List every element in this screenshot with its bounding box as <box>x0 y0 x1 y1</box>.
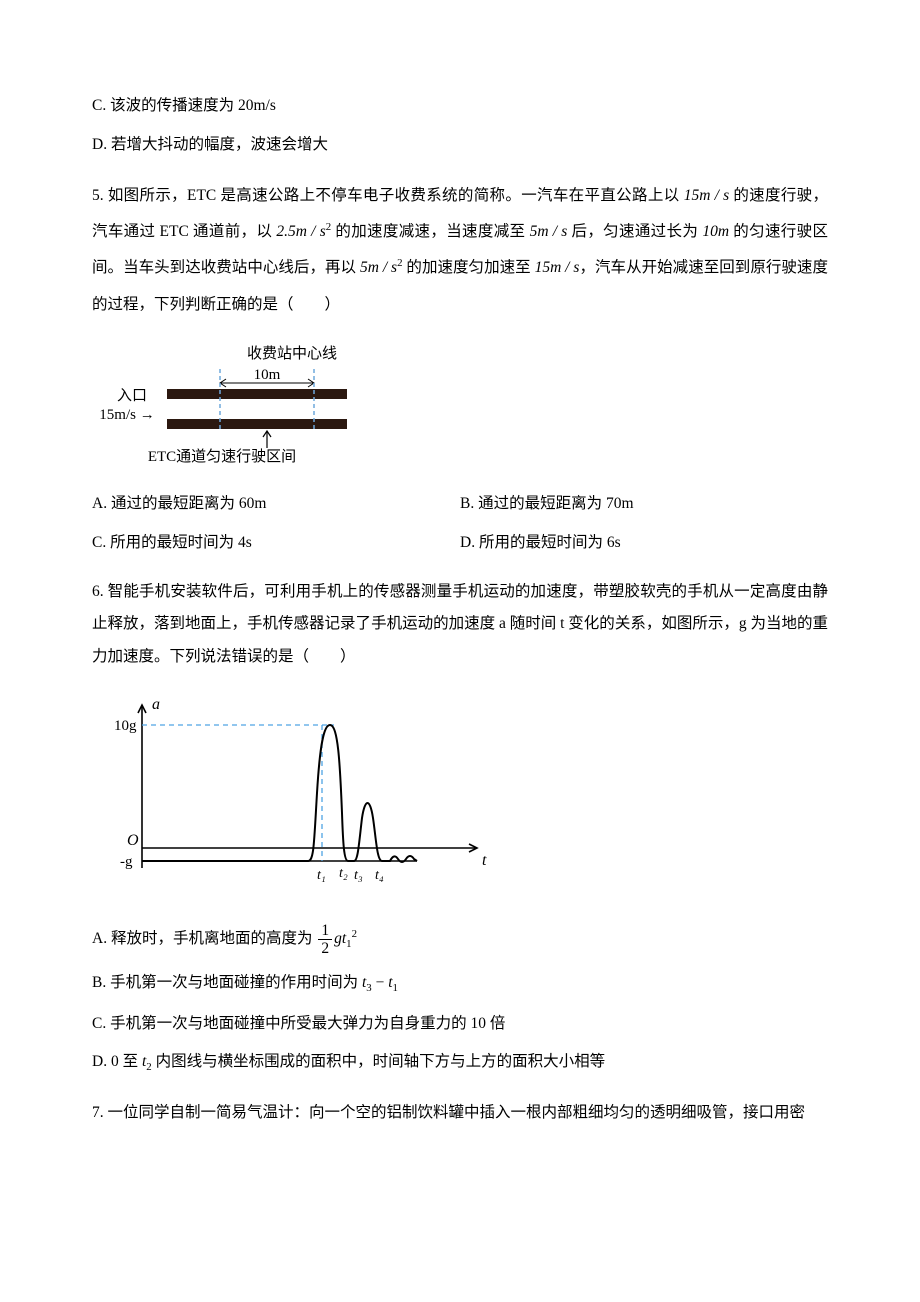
q6b-minus: − <box>372 974 389 991</box>
q6d-suffix: 内图线与横坐标围成的面积中，时间轴下方与上方的面积大小相等 <box>152 1053 605 1070</box>
q6d-prefix: D. 0 至 <box>92 1053 142 1070</box>
q5-options-row2: C. 所用的最短时间为 4s D. 所用的最短时间为 6s <box>92 531 828 556</box>
entry-label: 入口 <box>117 388 147 404</box>
q4-option-c: C. 该波的传播速度为 20m/s <box>92 94 828 119</box>
q6a-den: 2 <box>318 940 332 957</box>
y-axis-label: a <box>152 696 160 713</box>
q6b-prefix: B. 手机第一次与地面碰撞的作用时间为 <box>92 974 362 991</box>
y-tick-10g: 10g <box>114 718 137 734</box>
q5-option-b: B. 通过的最短距离为 70m <box>460 492 828 517</box>
q6b-t1sub: 1 <box>393 982 398 994</box>
q5-options-row1: A. 通过的最短距离为 60m B. 通过的最短距离为 70m <box>92 492 828 517</box>
q5-figure: 收费站中心线 10m 入口 15m/s → ETC通道匀速行驶区间 <box>92 343 372 472</box>
distance-label: 10m <box>254 367 281 383</box>
q5-option-d: D. 所用的最短时间为 6s <box>460 531 828 556</box>
q5-part6: 后，匀速通过长为 <box>567 223 702 240</box>
q6a-exp: 2 <box>352 928 357 940</box>
q6a-frac: 12 <box>318 922 332 957</box>
x-axis-label: t <box>482 852 487 869</box>
q5-part10: 的加速度匀加速至 <box>403 259 535 276</box>
q6-option-c: C. 手机第一次与地面碰撞中所受最大弹力为自身重力的 10 倍 <box>92 1012 828 1037</box>
q6-option-a: A. 释放时，手机离地面的高度为 12gt12 <box>92 922 828 957</box>
lane-label: ETC通道匀速行驶区间 <box>148 448 296 463</box>
q5-part5: 5m / s <box>530 223 568 240</box>
q6-graph: a t O 10g -g t₁ t₂ t₃ t₄ <box>92 693 492 902</box>
q4-option-d: D. 若增大抖动的幅度，波速会增大 <box>92 133 828 158</box>
q5-option-a: A. 通过的最短距离为 60m <box>92 492 460 517</box>
t4-label: t₄ <box>375 868 384 883</box>
y-tick-neg-g: -g <box>120 854 133 870</box>
q6a-prefix: A. 释放时，手机离地面的高度为 <box>92 930 316 947</box>
q6a-num: 1 <box>318 922 332 940</box>
q5-part11: 15m / s <box>535 259 580 276</box>
q5-part3: 2.5m / s <box>276 223 325 240</box>
q5-part1: 15m / s <box>684 187 729 204</box>
q6a-sub: 1 <box>346 938 351 950</box>
q5-part9: 5m / s <box>360 259 397 276</box>
q6-text: 6. 智能手机安装软件后，可利用手机上的传感器测量手机运动的加速度，带塑胶软壳的… <box>92 576 828 674</box>
t1-label: t₁ <box>317 868 326 883</box>
q6a-g: g <box>334 930 342 947</box>
q5-part0: 5. 如图所示，ETC 是高速公路上不停车电子收费系统的简称。一汽车在平直公路上… <box>92 187 684 204</box>
q5-text: 5. 如图所示，ETC 是高速公路上不停车电子收费系统的简称。一汽车在平直公路上… <box>92 178 828 324</box>
q6-option-b: B. 手机第一次与地面碰撞的作用时间为 t3 − t1 <box>92 971 828 997</box>
origin-label: O <box>127 832 139 849</box>
q5-option-c: C. 所用的最短时间为 4s <box>92 531 460 556</box>
speed-label: 15m/s → <box>99 407 154 423</box>
q7-text: 7. 一位同学自制一简易气温计：向一个空的铝制饮料罐中插入一根内部粗细均匀的透明… <box>92 1097 828 1130</box>
t3-label: t₃ <box>354 868 363 883</box>
q6-option-d: D. 0 至 t2 内图线与横坐标围成的面积中，时间轴下方与上方的面积大小相等 <box>92 1050 828 1076</box>
station-label: 收费站中心线 <box>247 345 337 362</box>
q5-part7: 10m <box>702 223 729 240</box>
t2-label: t₂ <box>339 866 348 881</box>
q5-part4: 的加速度减速，当速度减至 <box>331 223 529 240</box>
